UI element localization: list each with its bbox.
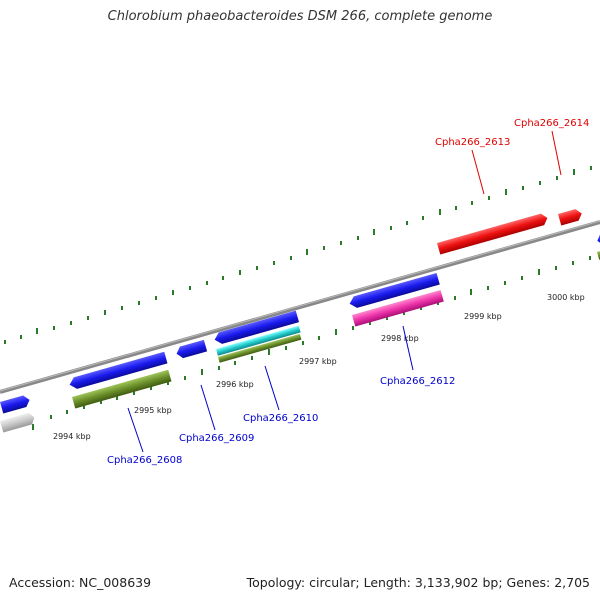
gene-features <box>0 208 600 433</box>
gene-label-2610[interactable]: Cpha266_2610 <box>243 413 318 424</box>
gene-arrow-2612-blue[interactable] <box>348 272 440 310</box>
scale-label-3000: 3000 kbp <box>547 293 585 302</box>
gene-label-leaders <box>127 130 562 453</box>
gene-label-2614[interactable]: Cpha266_2614 <box>514 118 589 129</box>
scale-label-2994: 2994 kbp <box>53 432 91 441</box>
outer-tick-row <box>4 166 592 344</box>
gene-arrow-left-blue[interactable] <box>0 394 31 414</box>
gene-arrow-right-blue[interactable] <box>596 233 600 245</box>
gene-arrow-right-olive[interactable] <box>597 250 600 260</box>
map-title: Chlorobium phaeobacteroides DSM 266, com… <box>107 9 493 24</box>
accession-text: Accession: NC_008639 <box>9 575 152 590</box>
scale-label-2998: 2998 kbp <box>381 334 419 343</box>
gene-arrow-2608[interactable] <box>72 369 172 409</box>
gene-label-2612[interactable]: Cpha266_2612 <box>380 376 455 387</box>
gene-arrow-2614[interactable] <box>558 208 583 226</box>
gene-label-2613[interactable]: Cpha266_2613 <box>435 137 510 148</box>
gene-arrow-2610[interactable] <box>216 325 301 356</box>
gene-label-2608[interactable]: Cpha266_2608 <box>107 455 182 466</box>
scale-label-2995: 2995 kbp <box>134 406 172 415</box>
gene-label-2609[interactable]: Cpha266_2609 <box>179 433 254 444</box>
scale-label-2999: 2999 kbp <box>464 312 502 321</box>
gene-arrow-2610-blue[interactable] <box>213 310 300 346</box>
inner-tick-row <box>16 256 591 430</box>
scale-label-2996: 2996 kbp <box>216 380 254 389</box>
gene-arrow-2607[interactable] <box>68 351 168 391</box>
gene-arrow-2609[interactable] <box>175 339 208 360</box>
genome-summary-text: Topology: circular; Length: 3,133,902 bp… <box>246 575 590 590</box>
gene-arrow-2613[interactable] <box>437 212 549 255</box>
scale-label-2997: 2997 kbp <box>299 357 337 366</box>
gene-arrow-2612[interactable] <box>352 289 444 327</box>
gene-arrow-2611[interactable] <box>218 333 302 363</box>
genome-backbone <box>0 220 600 394</box>
gene-arrow-left-grey[interactable] <box>0 412 36 433</box>
